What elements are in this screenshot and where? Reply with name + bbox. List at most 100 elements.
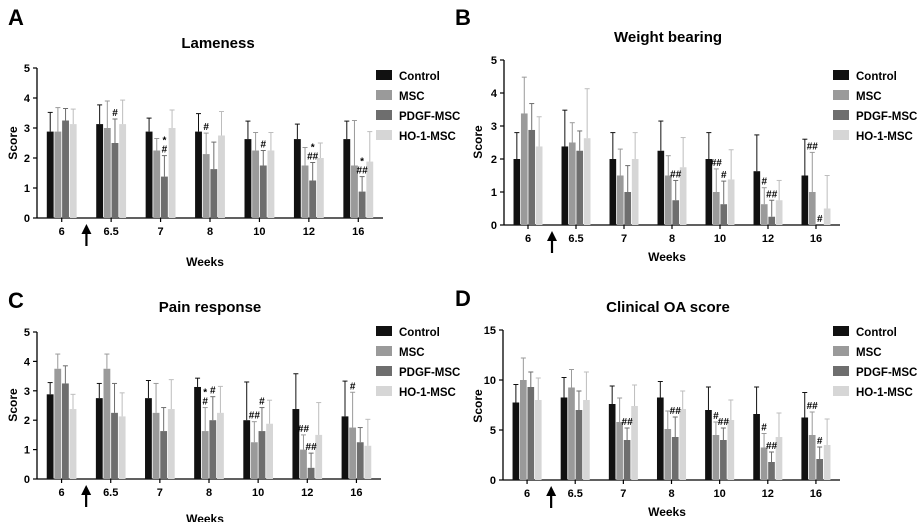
x-tick-label: 6.5 [568, 233, 583, 245]
bar-msc [760, 447, 768, 480]
significance-marker: ## [357, 166, 369, 177]
x-tick-label: 7 [621, 233, 627, 245]
bar-pdgf-msc [358, 191, 366, 218]
y-tick-label: 5 [491, 55, 497, 67]
y-tick-label: 2 [24, 415, 30, 427]
arrow-head [81, 485, 92, 495]
y-tick-label: 1 [24, 183, 30, 195]
significance-marker: * [360, 157, 364, 168]
x-tick-label: 6.5 [568, 488, 583, 500]
significance-marker: ## [718, 417, 730, 428]
bar-control [705, 159, 713, 225]
bar-ho-1-msc [583, 138, 591, 225]
x-tick-label: 8 [206, 487, 212, 499]
bar-ho-1-msc [823, 445, 831, 480]
x-tick-label: 10 [714, 488, 726, 500]
bar-msc [712, 192, 720, 225]
legend-swatch-msc [833, 346, 849, 356]
x-tick-label: 10 [253, 226, 265, 238]
bar-ho-1-msc [679, 167, 687, 225]
bar-pdgf-msc [309, 180, 317, 218]
legend-label-pdgf-msc: PDGF-MSC [399, 111, 460, 123]
bar-pdgf-msc [209, 420, 217, 479]
bar-ho-1-msc [69, 124, 77, 218]
bar-control [46, 394, 54, 479]
legend-swatch-control [376, 70, 392, 80]
x-tick-label: 12 [301, 487, 313, 499]
bar-msc [616, 175, 624, 225]
chart-title: Pain response [159, 299, 262, 316]
bar-msc [520, 113, 528, 225]
panel-letter: D [455, 286, 471, 311]
legend-swatch-msc [376, 346, 392, 356]
bar-ho-1-msc [727, 420, 735, 480]
legend-label-msc: MSC [399, 347, 425, 359]
legend-label-ho-1-msc: HO-1-MSC [856, 387, 913, 399]
y-tick-label: 3 [24, 386, 30, 398]
x-tick-label: 6 [525, 233, 531, 245]
bar-msc [103, 368, 111, 479]
arrow-up-icon [546, 486, 557, 508]
significance-marker: # [761, 177, 767, 188]
x-tick-label: 6 [524, 488, 530, 500]
significance-marker: * [162, 136, 166, 147]
bar-pdgf-msc [720, 204, 728, 225]
y-axis-label: Score [471, 125, 485, 159]
bar-msc [808, 435, 816, 480]
legend-label-ho-1-msc: HO-1-MSC [399, 131, 456, 143]
x-tick-label: 7 [620, 488, 626, 500]
significance-marker: # [210, 386, 216, 397]
bar-control [608, 404, 616, 480]
bar-control [512, 402, 520, 480]
bar-pdgf-msc [576, 150, 584, 225]
bar-pdgf-msc [258, 431, 266, 479]
legend-label-pdgf-msc: PDGF-MSC [856, 367, 917, 379]
bar-ho-1-msc [218, 135, 225, 218]
legend-swatch-msc [376, 90, 392, 100]
x-tick-label: 6 [59, 487, 65, 499]
significance-marker: # [203, 122, 209, 133]
bar-msc [808, 192, 816, 225]
bar-ho-1-msc [823, 208, 831, 225]
x-tick-label: 7 [157, 487, 163, 499]
legend-swatch-ho-1-msc [376, 386, 392, 396]
bar-ho-1-msc [631, 406, 638, 480]
bar-msc [152, 412, 160, 479]
y-tick-label: 2 [24, 153, 30, 165]
x-axis-label: Weeks [186, 512, 224, 522]
legend-label-control: Control [856, 71, 897, 83]
bar-pdgf-msc [160, 431, 168, 479]
y-tick-label: 3 [491, 121, 497, 133]
bar-control [705, 410, 712, 480]
bar-msc [616, 422, 623, 480]
legend-swatch-msc [833, 90, 849, 100]
bar-pdgf-msc [111, 143, 119, 218]
chart-panel-d: D Clinical OA score Score Weeks 0 5 10 15 6 6.5 7 8… [455, 286, 917, 519]
bar-msc [54, 131, 62, 218]
significance-marker: # [162, 145, 168, 156]
chart-title: Clinical OA score [606, 299, 730, 316]
bar-ho-1-msc [316, 158, 324, 218]
x-tick-label: 12 [762, 488, 774, 500]
significance-marker: ## [670, 406, 682, 417]
bar-control [561, 146, 569, 225]
bar-ho-1-msc [267, 150, 275, 218]
bar-control [341, 416, 349, 479]
significance-marker: ## [807, 401, 819, 412]
bar-control [609, 159, 617, 225]
legend-label-control: Control [399, 71, 440, 83]
legend-label-msc: MSC [856, 91, 882, 103]
significance-marker: ## [622, 417, 634, 428]
bar-pdgf-msc [111, 412, 118, 479]
bar-msc [252, 150, 260, 218]
significance-marker: # [260, 140, 266, 151]
x-tick-label: 6.5 [103, 487, 118, 499]
bar-msc [568, 387, 575, 480]
significance-marker: ## [670, 169, 682, 180]
significance-marker: # [761, 423, 767, 434]
arrow-head [81, 224, 92, 234]
bar-control [753, 171, 761, 225]
bar-control [753, 414, 760, 480]
bar-pdgf-msc [160, 176, 168, 218]
bar-control [292, 409, 300, 479]
